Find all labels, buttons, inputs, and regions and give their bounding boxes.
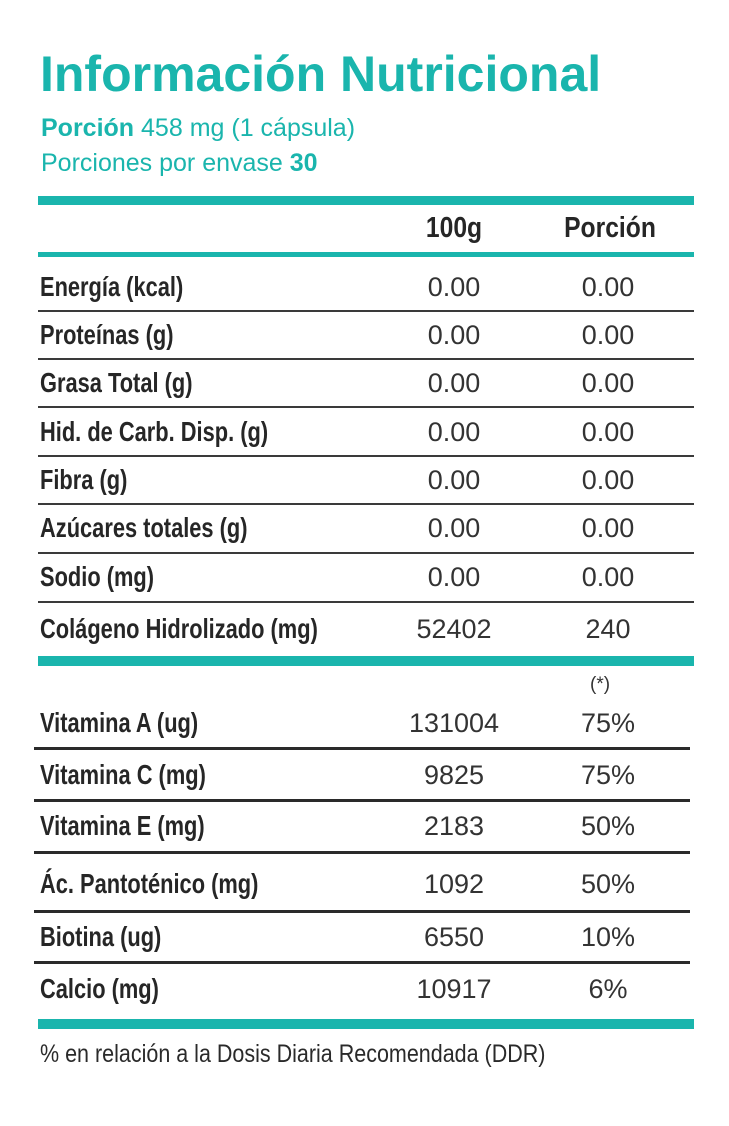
table-row: Vitamina E (mg) 2183 50% — [38, 803, 694, 849]
row-divider — [34, 961, 690, 964]
nutrient-per100g: 52402 — [416, 614, 492, 644]
nutrient-per100g: 0.00 — [427, 368, 481, 398]
table-row: Sodio (mg) 0.00 0.00 — [38, 556, 694, 598]
nutrient-portion: 0.00 — [581, 465, 635, 495]
nutrient-label: Sodio (mg) — [40, 561, 155, 592]
servings-label: Porciones por envase — [41, 149, 283, 177]
row-divider — [34, 851, 690, 854]
vitamin-portion: 75% — [580, 708, 636, 738]
nutrient-label: Grasa Total (g) — [40, 367, 193, 398]
vitamin-per100g: 6550 — [423, 922, 485, 952]
row-divider — [38, 310, 694, 312]
nutrient-portion: 240 — [585, 614, 631, 644]
vitamin-per100g: 1092 — [423, 869, 485, 899]
table-row: Proteínas (g) 0.00 0.00 — [38, 314, 694, 356]
table-row: Azúcares totales (g) 0.00 0.00 — [38, 507, 694, 549]
nutrient-portion: 0.00 — [581, 272, 635, 302]
nutrient-label: Azúcares totales (g) — [40, 512, 248, 543]
table-row: Vitamina C (mg) 9825 75% — [38, 752, 694, 798]
ddr-marker: (*) — [590, 674, 611, 695]
vitamin-label: Biotina (ug) — [40, 921, 162, 952]
column-header-portion: Porción — [564, 212, 656, 244]
servings-value: 30 — [289, 149, 318, 177]
table-row: Vitamina A (ug) 131004 75% — [38, 700, 694, 746]
row-divider — [38, 358, 694, 360]
vitamin-per100g: 131004 — [408, 708, 500, 738]
table-row: Ác. Pantoténico (mg) 1092 50% — [38, 858, 694, 910]
vitamin-label: Ác. Pantoténico (mg) — [40, 868, 259, 899]
vitamin-portion: 50% — [580, 869, 636, 899]
row-divider — [34, 747, 690, 750]
nutrient-per100g: 0.00 — [427, 465, 481, 495]
nutrient-portion: 0.00 — [581, 368, 635, 398]
vitamin-portion: 50% — [580, 811, 636, 841]
vitamin-label: Vitamina E (mg) — [40, 810, 205, 841]
nutrient-label: Colágeno Hidrolizado (mg) — [40, 613, 318, 644]
nutrient-portion: 0.00 — [581, 513, 635, 543]
row-divider — [34, 799, 690, 802]
vitamin-per100g: 10917 — [416, 974, 492, 1004]
top-divider-bar — [38, 196, 694, 205]
vitamin-portion: 6% — [588, 974, 628, 1004]
portion-label: Porción — [41, 114, 135, 142]
nutrient-label: Fibra (g) — [40, 464, 128, 495]
table-row: Grasa Total (g) 0.00 0.00 — [38, 362, 694, 404]
table-row: Fibra (g) 0.00 0.00 — [38, 459, 694, 501]
nutrient-per100g: 0.00 — [427, 417, 481, 447]
table-row: Biotina (ug) 6550 10% — [38, 914, 694, 960]
row-divider — [38, 455, 694, 457]
table-row: Calcio (mg) 10917 6% — [38, 966, 694, 1012]
nutrient-per100g: 0.00 — [427, 562, 481, 592]
row-divider — [38, 601, 694, 603]
portion-value: 458 mg (1 cápsula) — [141, 114, 356, 142]
section-divider-bar — [38, 656, 694, 666]
nutrient-label: Proteínas (g) — [40, 319, 174, 350]
row-divider — [38, 503, 694, 505]
vitamin-portion: 75% — [580, 760, 636, 790]
nutrient-label: Hid. de Carb. Disp. (g) — [40, 416, 269, 447]
nutrient-per100g: 0.00 — [427, 272, 481, 302]
nutrient-label: Energía (kcal) — [40, 271, 184, 302]
nutrient-per100g: 0.00 — [427, 320, 481, 350]
nutrient-per100g: 0.00 — [427, 513, 481, 543]
nutrient-portion: 0.00 — [581, 417, 635, 447]
vitamin-label: Vitamina C (mg) — [40, 759, 206, 790]
vitamin-label: Calcio (mg) — [40, 973, 159, 1004]
row-divider — [34, 910, 690, 913]
vitamin-label: Vitamina A (ug) — [40, 707, 199, 738]
nutrient-portion: 0.00 — [581, 562, 635, 592]
nutrient-portion: 0.00 — [581, 320, 635, 350]
vitamin-portion: 10% — [580, 922, 636, 952]
page-title: Información Nutricional — [40, 46, 602, 102]
table-row: Colágeno Hidrolizado (mg) 52402 240 — [38, 606, 694, 652]
servings-line: Porciones por envase 30 — [41, 148, 318, 178]
row-divider — [38, 406, 694, 408]
column-header-100g: 100g — [425, 212, 483, 244]
vitamin-per100g: 2183 — [423, 811, 485, 841]
bottom-divider-bar — [38, 1019, 694, 1029]
portion-line: Porción 458 mg (1 cápsula) — [41, 113, 355, 143]
table-row: Hid. de Carb. Disp. (g) 0.00 0.00 — [38, 411, 694, 453]
row-divider — [38, 552, 694, 554]
ddr-footnote: % en relación a la Dosis Diaria Recomend… — [40, 1040, 546, 1068]
vitamin-per100g: 9825 — [423, 760, 485, 790]
header-divider-bar — [38, 252, 694, 257]
table-row: Energía (kcal) 0.00 0.00 — [38, 266, 694, 308]
